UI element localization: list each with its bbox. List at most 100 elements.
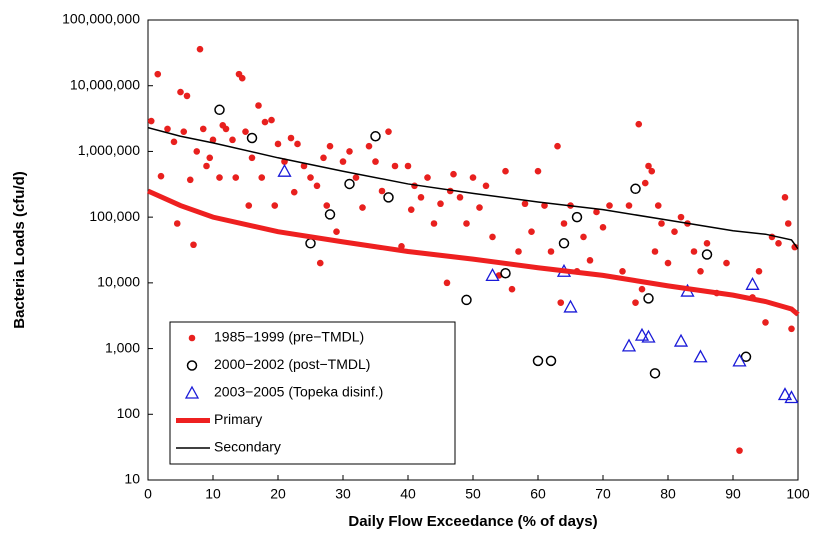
point <box>203 162 210 170</box>
point <box>372 158 379 165</box>
point <box>323 202 331 209</box>
point <box>346 148 353 155</box>
point <box>294 140 301 148</box>
point <box>489 233 496 241</box>
x-tick-label: 50 <box>465 486 481 502</box>
point <box>701 249 713 260</box>
point <box>502 167 509 175</box>
point <box>246 132 258 144</box>
point <box>648 167 656 175</box>
point <box>164 125 171 133</box>
point <box>242 128 249 135</box>
point <box>500 268 511 279</box>
point <box>268 116 275 124</box>
point <box>508 285 516 293</box>
point <box>255 102 262 109</box>
point <box>482 182 490 190</box>
point <box>463 220 470 227</box>
point <box>469 174 477 181</box>
point <box>274 140 282 148</box>
point <box>365 142 373 150</box>
point <box>333 228 340 236</box>
point <box>154 70 162 78</box>
point <box>635 120 643 128</box>
point <box>378 187 386 195</box>
y-tick-label: 100 <box>117 405 141 421</box>
point <box>170 138 178 146</box>
point <box>690 248 698 255</box>
point <box>216 174 223 181</box>
point <box>547 248 555 255</box>
x-tick-label: 60 <box>530 486 546 502</box>
point <box>521 200 529 208</box>
x-tick-label: 0 <box>144 486 152 502</box>
legend-label: 2000−2002 (post−TMDL) <box>214 356 370 372</box>
point <box>673 333 689 347</box>
point <box>641 329 656 343</box>
point <box>645 162 652 170</box>
point <box>245 202 253 209</box>
x-tick-label: 80 <box>660 486 676 502</box>
point <box>238 74 246 82</box>
point <box>781 194 789 201</box>
point <box>560 220 568 227</box>
point <box>784 390 799 404</box>
point <box>359 204 366 211</box>
point <box>634 327 650 341</box>
point <box>320 154 327 162</box>
point <box>305 238 316 249</box>
legend-label: 1985−1999 (pre−TMDL) <box>214 329 364 345</box>
point <box>229 136 236 144</box>
x-tick-label: 20 <box>270 486 286 502</box>
point <box>697 267 704 275</box>
point <box>638 285 646 293</box>
point <box>461 294 472 306</box>
point <box>541 202 548 209</box>
point <box>222 125 230 133</box>
point <box>300 162 308 170</box>
point <box>703 239 711 247</box>
point <box>606 202 613 209</box>
point <box>443 279 451 287</box>
point <box>391 162 399 170</box>
legend-swatch <box>186 360 198 371</box>
point <box>723 259 730 267</box>
x-tick-label: 90 <box>725 486 741 502</box>
point <box>671 228 678 236</box>
y-tick-label: 100,000 <box>89 208 140 224</box>
point <box>430 220 438 227</box>
x-tick-label: 100 <box>786 486 810 502</box>
point <box>775 239 782 247</box>
point <box>214 104 225 116</box>
y-tick-label: 10 <box>124 471 140 487</box>
y-tick-label: 10,000,000 <box>70 76 140 92</box>
legend-swatch <box>184 385 200 399</box>
point <box>209 136 217 144</box>
point <box>424 174 431 181</box>
point <box>557 299 565 306</box>
point <box>599 224 607 231</box>
point <box>693 349 708 363</box>
point <box>370 131 381 142</box>
point <box>344 178 355 190</box>
point <box>177 88 184 96</box>
point <box>545 355 557 367</box>
point <box>183 92 191 100</box>
point <box>290 188 298 196</box>
point <box>147 117 155 125</box>
point <box>528 228 535 236</box>
point <box>316 259 324 267</box>
point <box>326 142 334 150</box>
x-tick-label: 40 <box>400 486 416 502</box>
point <box>740 351 752 363</box>
y-tick-label: 100,000,000 <box>62 11 140 27</box>
line-series <box>146 188 800 317</box>
point <box>437 200 444 208</box>
point <box>745 276 760 290</box>
point <box>630 183 641 195</box>
point <box>261 118 269 126</box>
point <box>476 204 483 211</box>
point <box>777 387 793 401</box>
line-series <box>147 126 799 250</box>
